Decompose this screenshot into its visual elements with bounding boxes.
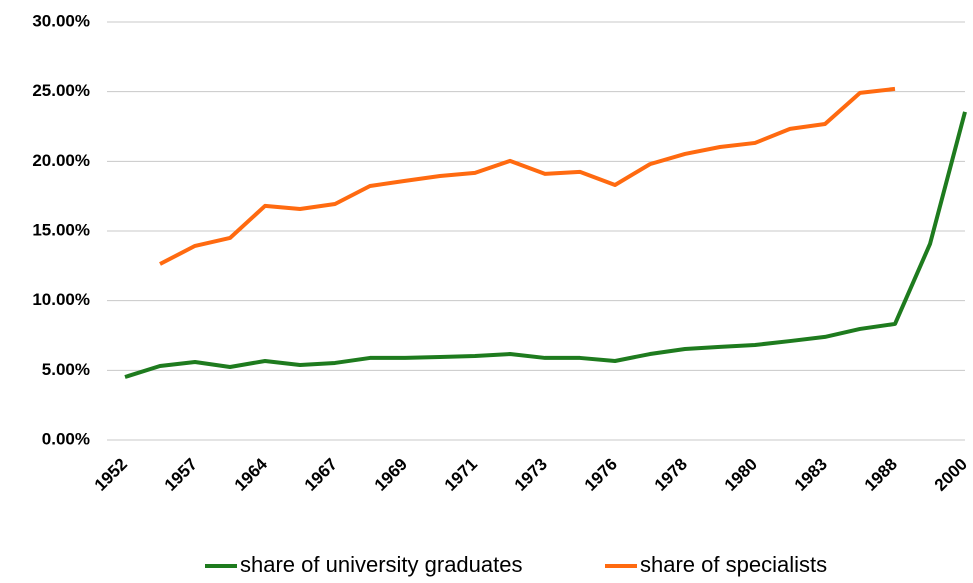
line-series [124,111,967,379]
x-tick-label: 1980 [721,455,761,495]
y-tick-label: 20.00% [32,151,90,170]
legend-label: share of university graduates [240,552,523,577]
y-tick-label: 30.00% [32,11,90,30]
y-tick-label: 0.00% [42,429,90,448]
legend-label: share of specialists [640,552,827,577]
x-tick-label: 1983 [791,455,831,495]
x-tick-label: 1957 [161,455,201,495]
x-tick-label: 1969 [371,455,411,495]
x-tick-label: 1973 [511,455,551,495]
y-tick-label: 15.00% [32,220,90,239]
x-tick-label: 1978 [651,455,691,495]
x-tick-label: 1988 [861,455,901,495]
y-tick-label: 5.00% [42,360,90,379]
line-series [159,86,896,266]
x-tick-label: 1952 [91,455,131,495]
x-tick-label: 1964 [231,454,272,495]
x-tick-label: 1971 [441,455,481,495]
y-tick-label: 10.00% [32,290,90,309]
y-tick-label: 25.00% [32,81,90,100]
x-tick-label: 1967 [301,455,341,495]
x-tick-label: 1976 [581,455,621,495]
x-tick-label: 2000 [931,455,971,495]
